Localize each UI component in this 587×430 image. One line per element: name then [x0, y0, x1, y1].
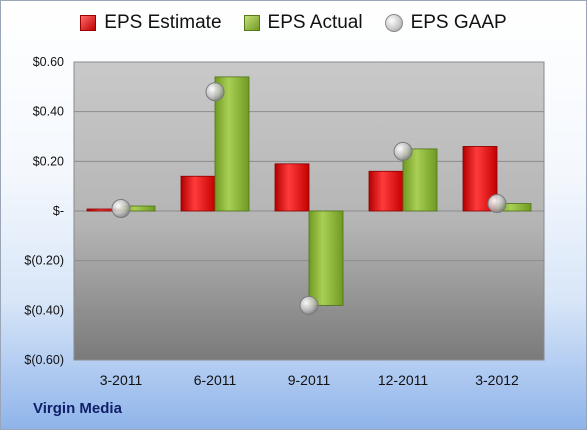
x-axis-categories: 3-2011 6-2011 9-2011 12-2011 3-2012 [100, 372, 519, 388]
legend-swatch-estimate [80, 15, 97, 31]
legend-label-estimate: EPS Estimate [104, 12, 222, 33]
legend-swatch-actual [243, 15, 260, 31]
y-tick-label: $(0.40) [24, 303, 64, 317]
eps-gaap-marker [393, 141, 413, 161]
x-category-label: 6-2011 [194, 372, 237, 388]
eps-estimate-bar [274, 163, 310, 212]
bars [86, 76, 532, 306]
chart-legend: EPS Estimate EPS Actual EPS GAAP [0, 12, 587, 34]
x-category-label: 9-2011 [288, 372, 331, 388]
legend-swatch-gaap [384, 14, 403, 32]
eps-estimate-bar [368, 170, 404, 212]
eps-gaap-marker [487, 194, 507, 214]
eps-gaap-marker [299, 295, 319, 315]
y-tick-label: $0.60 [33, 55, 64, 69]
legend-label-actual: EPS Actual [267, 12, 363, 33]
y-tick-label: $0.20 [33, 154, 64, 168]
gaap-markers [111, 82, 507, 315]
legend-item-gaap: EPS GAAP [384, 12, 507, 34]
x-category-label: 3-2011 [100, 372, 143, 388]
y-tick-label: $(0.60) [24, 353, 64, 367]
eps-actual-bar [402, 148, 438, 212]
y-tick-label: $0.40 [33, 105, 64, 119]
eps-gaap-marker [205, 82, 225, 102]
x-category-label: 12-2011 [378, 372, 429, 388]
y-tick-label: $- [53, 204, 64, 218]
y-tick-label: $(0.20) [24, 254, 64, 268]
company-name: Virgin Media [33, 400, 122, 417]
eps-gaap-marker [111, 199, 131, 219]
legend-item-estimate: EPS Estimate [80, 12, 222, 34]
legend-label-gaap: EPS GAAP [410, 12, 507, 33]
eps-estimate-bar [180, 175, 216, 212]
legend-item-actual: EPS Actual [243, 12, 363, 34]
x-category-label: 3-2012 [475, 372, 519, 388]
y-axis-ticks: $0.60 $0.40 $0.20 $- $(0.20) $(0.40) $(0.60) [24, 55, 64, 367]
eps-actual-bar [308, 210, 344, 306]
